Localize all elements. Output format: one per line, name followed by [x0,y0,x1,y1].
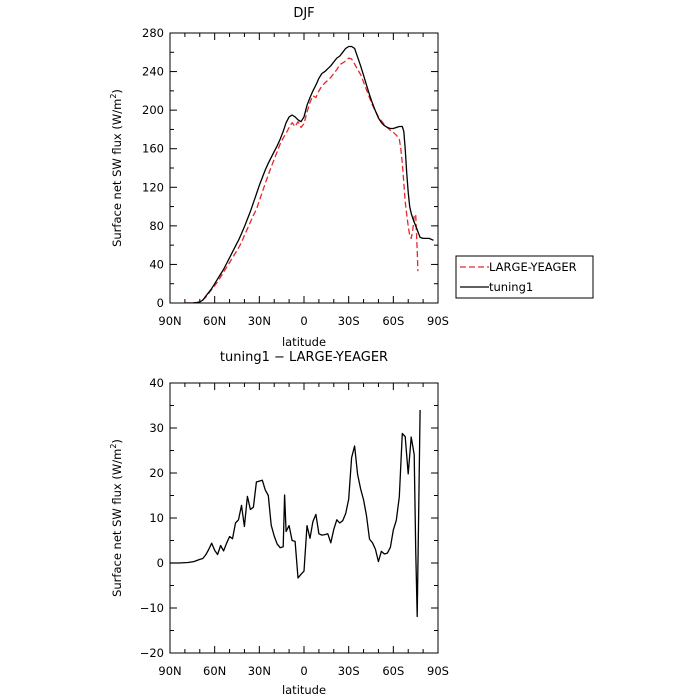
y-tick-label: −10 [140,601,164,615]
x-tick-label: 30N [248,664,271,678]
y-axis-label: Surface net SW flux (W/m2) [109,439,124,597]
x-tick-label: 60S [382,314,404,328]
y-axis-label-superscript: 2 [109,444,118,449]
x-tick-label: 30S [338,314,360,328]
y-axis-label: Surface net SW flux (W/m2) [109,89,124,247]
y-axis-label-superscript: 2 [109,94,118,99]
x-tick-label: 0 [300,314,307,328]
y-tick-label: 20 [149,466,164,480]
y-tick-label: 240 [142,65,164,79]
plot-frame [169,382,439,654]
series-line-large-yeager [184,57,419,303]
x-tick-label: 60S [382,664,404,678]
legend: LARGE-YEAGER tuning1 [455,255,594,299]
y-axis-label-main: Surface net SW flux (W/m [110,449,124,597]
legend-box [455,255,594,299]
x-tick-label: 90S [427,664,449,678]
y-tick-label: 160 [142,142,164,156]
y-tick-label: 0 [157,296,164,310]
y-tick-label: 40 [149,376,164,390]
x-tick-label: 90N [158,314,181,328]
legend-label: LARGE-YEAGER [489,260,577,274]
x-tick-label: 60N [203,664,226,678]
y-tick-label: −20 [140,646,164,660]
y-tick-label: 280 [142,26,164,40]
y-tick-label: 80 [149,219,164,233]
x-tick-label: 0 [300,664,307,678]
chart-panel-1: DJF 90N 60N 30N 0 30S 60S 90S 0 40 80 120 160 200 240 2… [109,6,449,349]
y-tick-label: 40 [149,257,164,271]
y-axis-label-tail: ) [110,89,124,94]
y-axis-label-tail: ) [110,439,124,444]
chart-title: tuning1 − LARGE-YEAGER [220,350,388,365]
x-tick-label: 60N [203,314,226,328]
y-tick-label: 0 [157,556,164,570]
x-tick-label: 30N [248,314,271,328]
x-axis-label: latitude [282,683,326,697]
series-line-difference [170,409,421,618]
x-axis-label: latitude [282,335,326,349]
y-tick-label: 30 [149,421,164,435]
plot-frame [169,32,439,304]
series-line-tuning1 [184,45,434,303]
x-tick-label: 90S [427,314,449,328]
y-tick-label: 120 [142,180,164,194]
x-tick-label: 30S [338,664,360,678]
y-tick-label: 10 [149,511,164,525]
chart-panel-2: tuning1 − LARGE-YEAGER 90N 60N 30N 0 30S 60S 90… [109,350,449,697]
x-tick-label: 90N [158,664,181,678]
chart-title: DJF [293,6,314,21]
y-tick-label: 200 [142,103,164,117]
legend-label: tuning1 [489,280,533,294]
y-axis-label-main: Surface net SW flux (W/m [110,99,124,247]
